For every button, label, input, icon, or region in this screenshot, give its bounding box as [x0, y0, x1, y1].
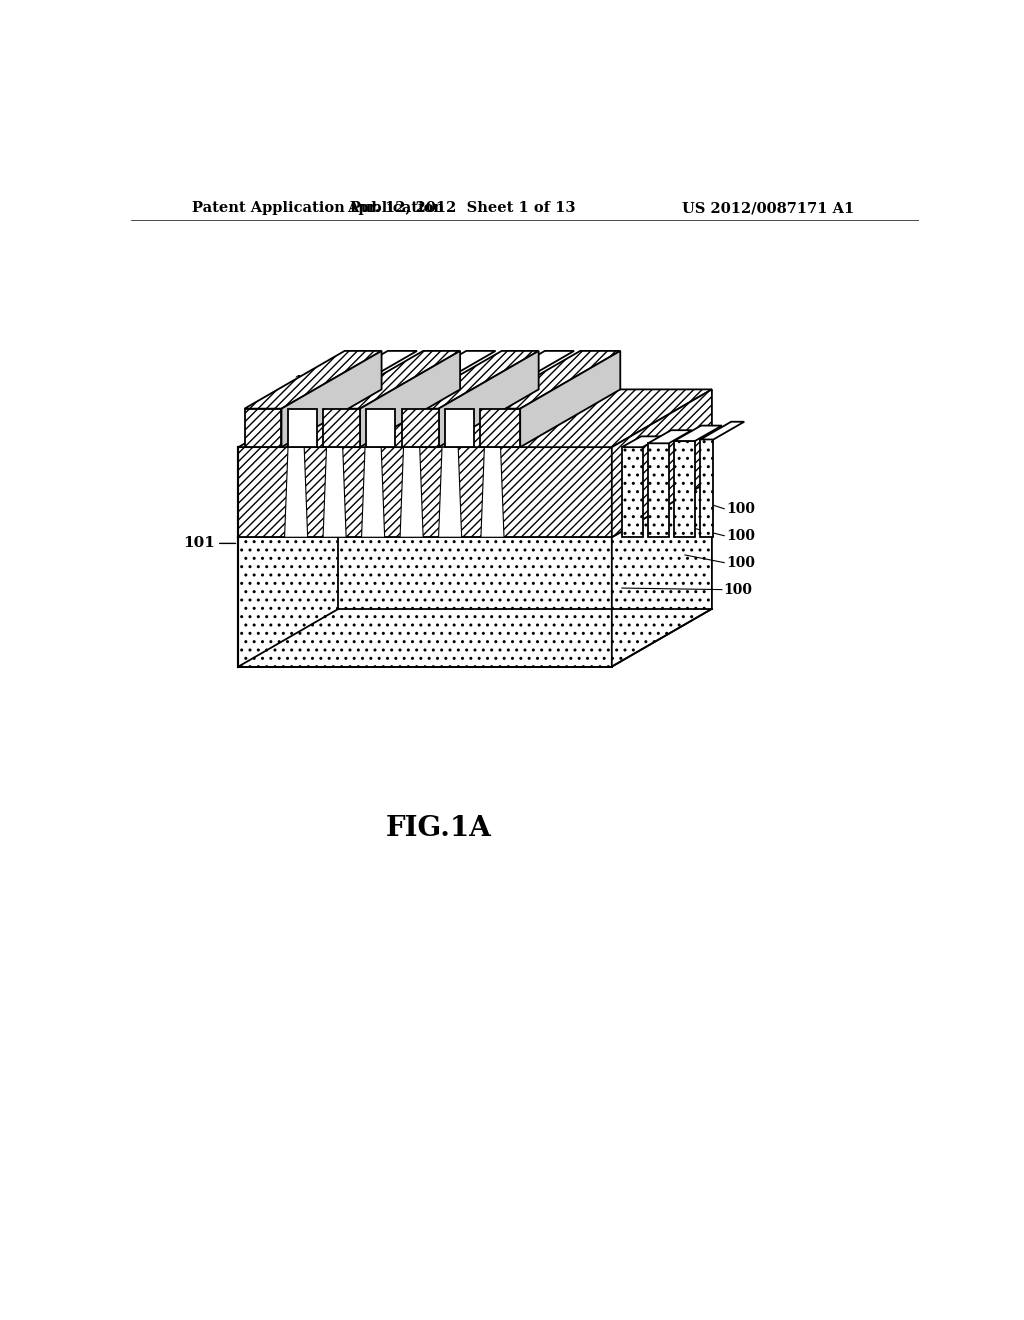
Polygon shape: [438, 447, 462, 537]
Polygon shape: [648, 444, 669, 537]
Text: Patent Application Publication: Patent Application Publication: [193, 202, 444, 215]
Polygon shape: [401, 409, 438, 447]
Text: Apr. 12, 2012  Sheet 1 of 13: Apr. 12, 2012 Sheet 1 of 13: [347, 202, 575, 215]
Polygon shape: [481, 447, 504, 537]
Text: 100: 100: [726, 556, 755, 570]
Polygon shape: [360, 351, 460, 447]
Text: 100: 100: [726, 529, 755, 543]
Polygon shape: [367, 351, 496, 409]
Polygon shape: [323, 351, 460, 409]
Polygon shape: [288, 409, 316, 447]
Polygon shape: [700, 440, 714, 537]
Polygon shape: [444, 351, 574, 409]
Polygon shape: [239, 389, 712, 447]
Polygon shape: [438, 351, 539, 447]
Polygon shape: [323, 447, 346, 537]
Polygon shape: [361, 447, 385, 537]
Polygon shape: [288, 351, 417, 409]
Text: 112: 112: [364, 375, 393, 389]
Polygon shape: [239, 479, 712, 537]
Polygon shape: [622, 437, 662, 447]
Polygon shape: [648, 430, 692, 444]
Text: 101: 101: [183, 536, 215, 550]
Polygon shape: [323, 409, 360, 447]
Text: US 2012/0087171 A1: US 2012/0087171 A1: [682, 202, 854, 215]
Polygon shape: [520, 351, 621, 447]
Text: 114: 114: [329, 375, 357, 389]
Polygon shape: [285, 447, 307, 537]
Polygon shape: [282, 351, 382, 447]
Text: 114: 114: [399, 375, 429, 389]
Polygon shape: [401, 351, 539, 409]
Polygon shape: [480, 351, 621, 409]
Polygon shape: [480, 409, 520, 447]
Text: 100: 100: [724, 582, 753, 597]
Text: 114: 114: [469, 375, 498, 389]
Text: 112: 112: [293, 375, 323, 389]
Polygon shape: [400, 447, 423, 537]
Polygon shape: [700, 422, 744, 440]
Polygon shape: [674, 441, 695, 537]
Polygon shape: [239, 537, 611, 667]
Polygon shape: [622, 447, 643, 537]
Polygon shape: [674, 425, 722, 441]
Text: 112: 112: [435, 375, 464, 389]
Polygon shape: [611, 389, 712, 537]
Polygon shape: [611, 479, 712, 667]
Polygon shape: [245, 351, 382, 409]
Text: 100: 100: [726, 502, 755, 516]
Text: FIG.1A: FIG.1A: [386, 814, 492, 842]
Polygon shape: [367, 409, 395, 447]
Polygon shape: [245, 409, 282, 447]
Polygon shape: [239, 447, 611, 537]
Polygon shape: [444, 409, 474, 447]
Text: 112: 112: [506, 375, 535, 389]
